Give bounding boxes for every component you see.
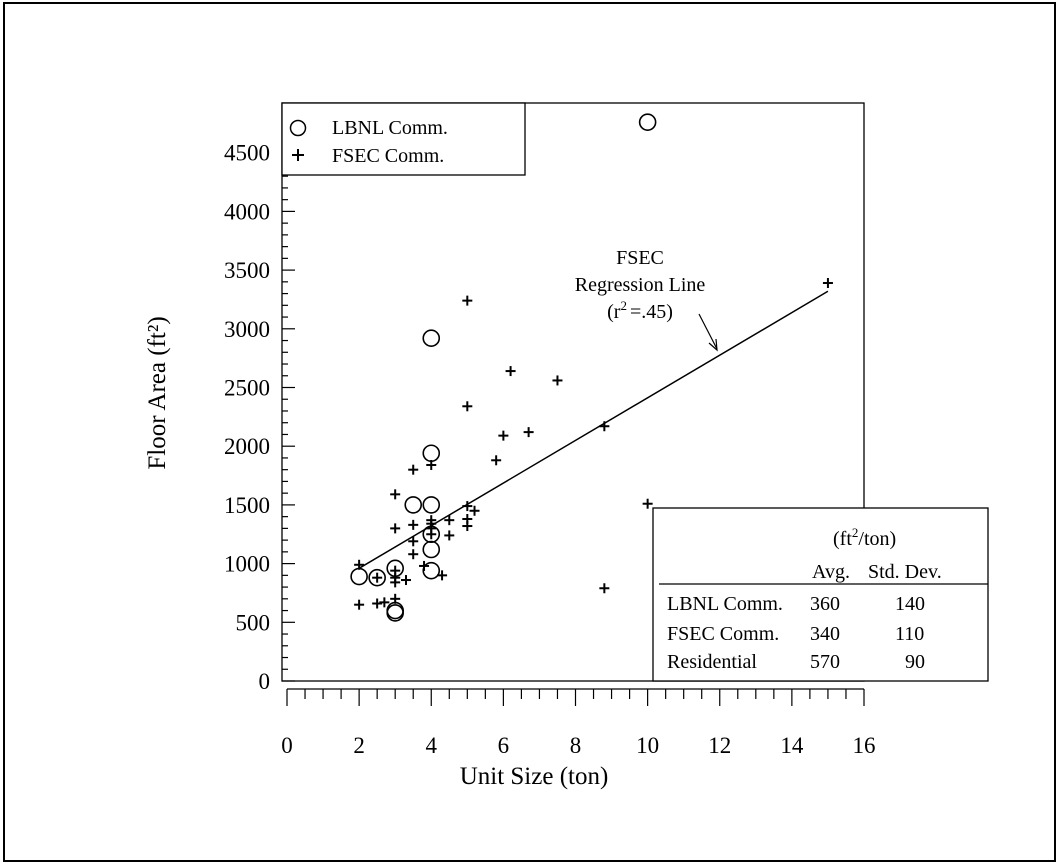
fsec-point: [408, 519, 419, 530]
legend-label-lbnl: LBNL Comm.: [332, 117, 448, 139]
regression-label-top: FSEC: [616, 247, 664, 269]
fsec-point: [498, 430, 509, 441]
fsec-point: [491, 455, 502, 466]
regression-arrow: [698, 313, 718, 352]
fsec-point: [401, 575, 412, 586]
fsec-point: [462, 295, 473, 306]
fsec-point: [372, 572, 383, 583]
x-tick-label: 12: [708, 733, 731, 758]
regression-r2-label: (r2 =.45): [607, 298, 673, 323]
x-tick-label: 4: [426, 733, 438, 758]
fsec-point: [469, 505, 480, 516]
fsec-point: [372, 598, 383, 609]
fsec-point: [599, 421, 610, 432]
fsec-point: [390, 593, 401, 604]
regression-label-mid: Regression Line: [575, 274, 706, 296]
legend-marker-lbnl: [289, 119, 307, 137]
y-tick-label: 1500: [224, 493, 270, 518]
fsec-point: [552, 375, 563, 386]
fsec-point: [462, 501, 473, 512]
data-points: [350, 113, 833, 622]
fsec-point: [822, 278, 833, 289]
regression-line: [358, 290, 829, 569]
y-tick-label: 3500: [224, 258, 270, 283]
fsec-point: [426, 459, 437, 470]
fsec-point: [408, 549, 419, 560]
legend: LBNL Comm. FSEC Comm.: [281, 102, 526, 176]
y-axis-ticks: 0 500 1000 1500 2000 2500 3000 3500 4000 4500: [224, 105, 295, 694]
stats-table-unit: (ft2/ton): [833, 525, 896, 550]
y-tick-label: 3000: [224, 317, 270, 342]
stats-header-std: Std. Dev.: [868, 561, 942, 583]
fsec-point: [505, 366, 516, 377]
x-tick-label: 8: [570, 733, 582, 758]
y-axis-title: Floor Area (ft²): [144, 316, 171, 469]
y-tick-label: 500: [236, 610, 271, 635]
fsec-point: [462, 521, 473, 532]
fsec-point: [523, 427, 534, 438]
lbnl-point: [350, 567, 368, 586]
y-tick-label: 1000: [224, 552, 270, 577]
lbnl-point: [404, 496, 423, 514]
fsec-point: [390, 523, 401, 534]
stats-table-box: [652, 507, 989, 682]
x-tick-label: 2: [353, 733, 365, 758]
y-tick-label: 0: [259, 669, 271, 694]
stats-row-label: FSEC Comm.: [667, 623, 779, 645]
lbnl-point: [638, 113, 657, 131]
y-tick-label: 4500: [224, 141, 270, 166]
lbnl-point: [422, 496, 441, 514]
fsec-point: [390, 489, 401, 500]
stats-row-avg: 570: [810, 651, 840, 673]
fsec-point: [599, 583, 610, 594]
lbnl-point: [422, 444, 441, 463]
x-tick-label: 0: [281, 733, 293, 758]
stats-header-avg: Avg.: [812, 561, 850, 583]
x-axis-title: Unit Size (ton): [460, 763, 609, 790]
fsec-point: [642, 498, 653, 509]
fsec-point: [379, 597, 390, 608]
lbnl-point: [422, 540, 441, 559]
fsec-point: [419, 560, 430, 571]
lbnl-point: [422, 329, 441, 347]
fsec-point: [354, 559, 365, 570]
stats-row-std: 140: [895, 593, 925, 615]
x-tick-label: 16: [853, 733, 876, 758]
regression-line-segment: [358, 290, 829, 569]
regression-annotation: FSEC Regression Line (r2 =.45): [575, 247, 718, 352]
fsec-point: [354, 599, 365, 610]
y-tick-label: 4000: [224, 199, 270, 224]
stats-row-std: 90: [905, 651, 925, 673]
y-tick-label: 2000: [224, 434, 270, 459]
fsec-point: [390, 572, 401, 583]
legend-label-fsec: FSEC Comm.: [332, 145, 444, 167]
lbnl-point: [368, 568, 386, 587]
x-tick-label: 14: [780, 733, 804, 758]
x-tick-label: 6: [498, 733, 510, 758]
stats-row-std: 110: [895, 623, 924, 645]
lbnl-point: [386, 604, 404, 622]
stats-row-label: Residential: [667, 651, 757, 673]
plot-area: [281, 102, 865, 682]
fsec-point: [408, 464, 419, 475]
x-axis: 0 2 4 6 8 10 12 14 16: [281, 688, 876, 758]
fsec-point: [408, 536, 419, 547]
fsec-point: [444, 530, 455, 541]
fsec-point: [426, 529, 437, 540]
stats-table: (ft2/ton) Avg. Std. Dev. LBNL Comm. 360 …: [652, 507, 989, 682]
legend-marker-fsec: [292, 149, 304, 161]
stats-row-label: LBNL Comm.: [667, 593, 783, 615]
fsec-point: [437, 570, 448, 581]
fsec-point: [444, 515, 455, 526]
legend-box: [281, 102, 526, 176]
fsec-point: [462, 401, 473, 412]
y-tick-label: 2500: [224, 376, 270, 401]
stats-row-avg: 360: [810, 593, 840, 615]
stats-row-avg: 340: [810, 623, 840, 645]
x-tick-label: 10: [636, 733, 659, 758]
